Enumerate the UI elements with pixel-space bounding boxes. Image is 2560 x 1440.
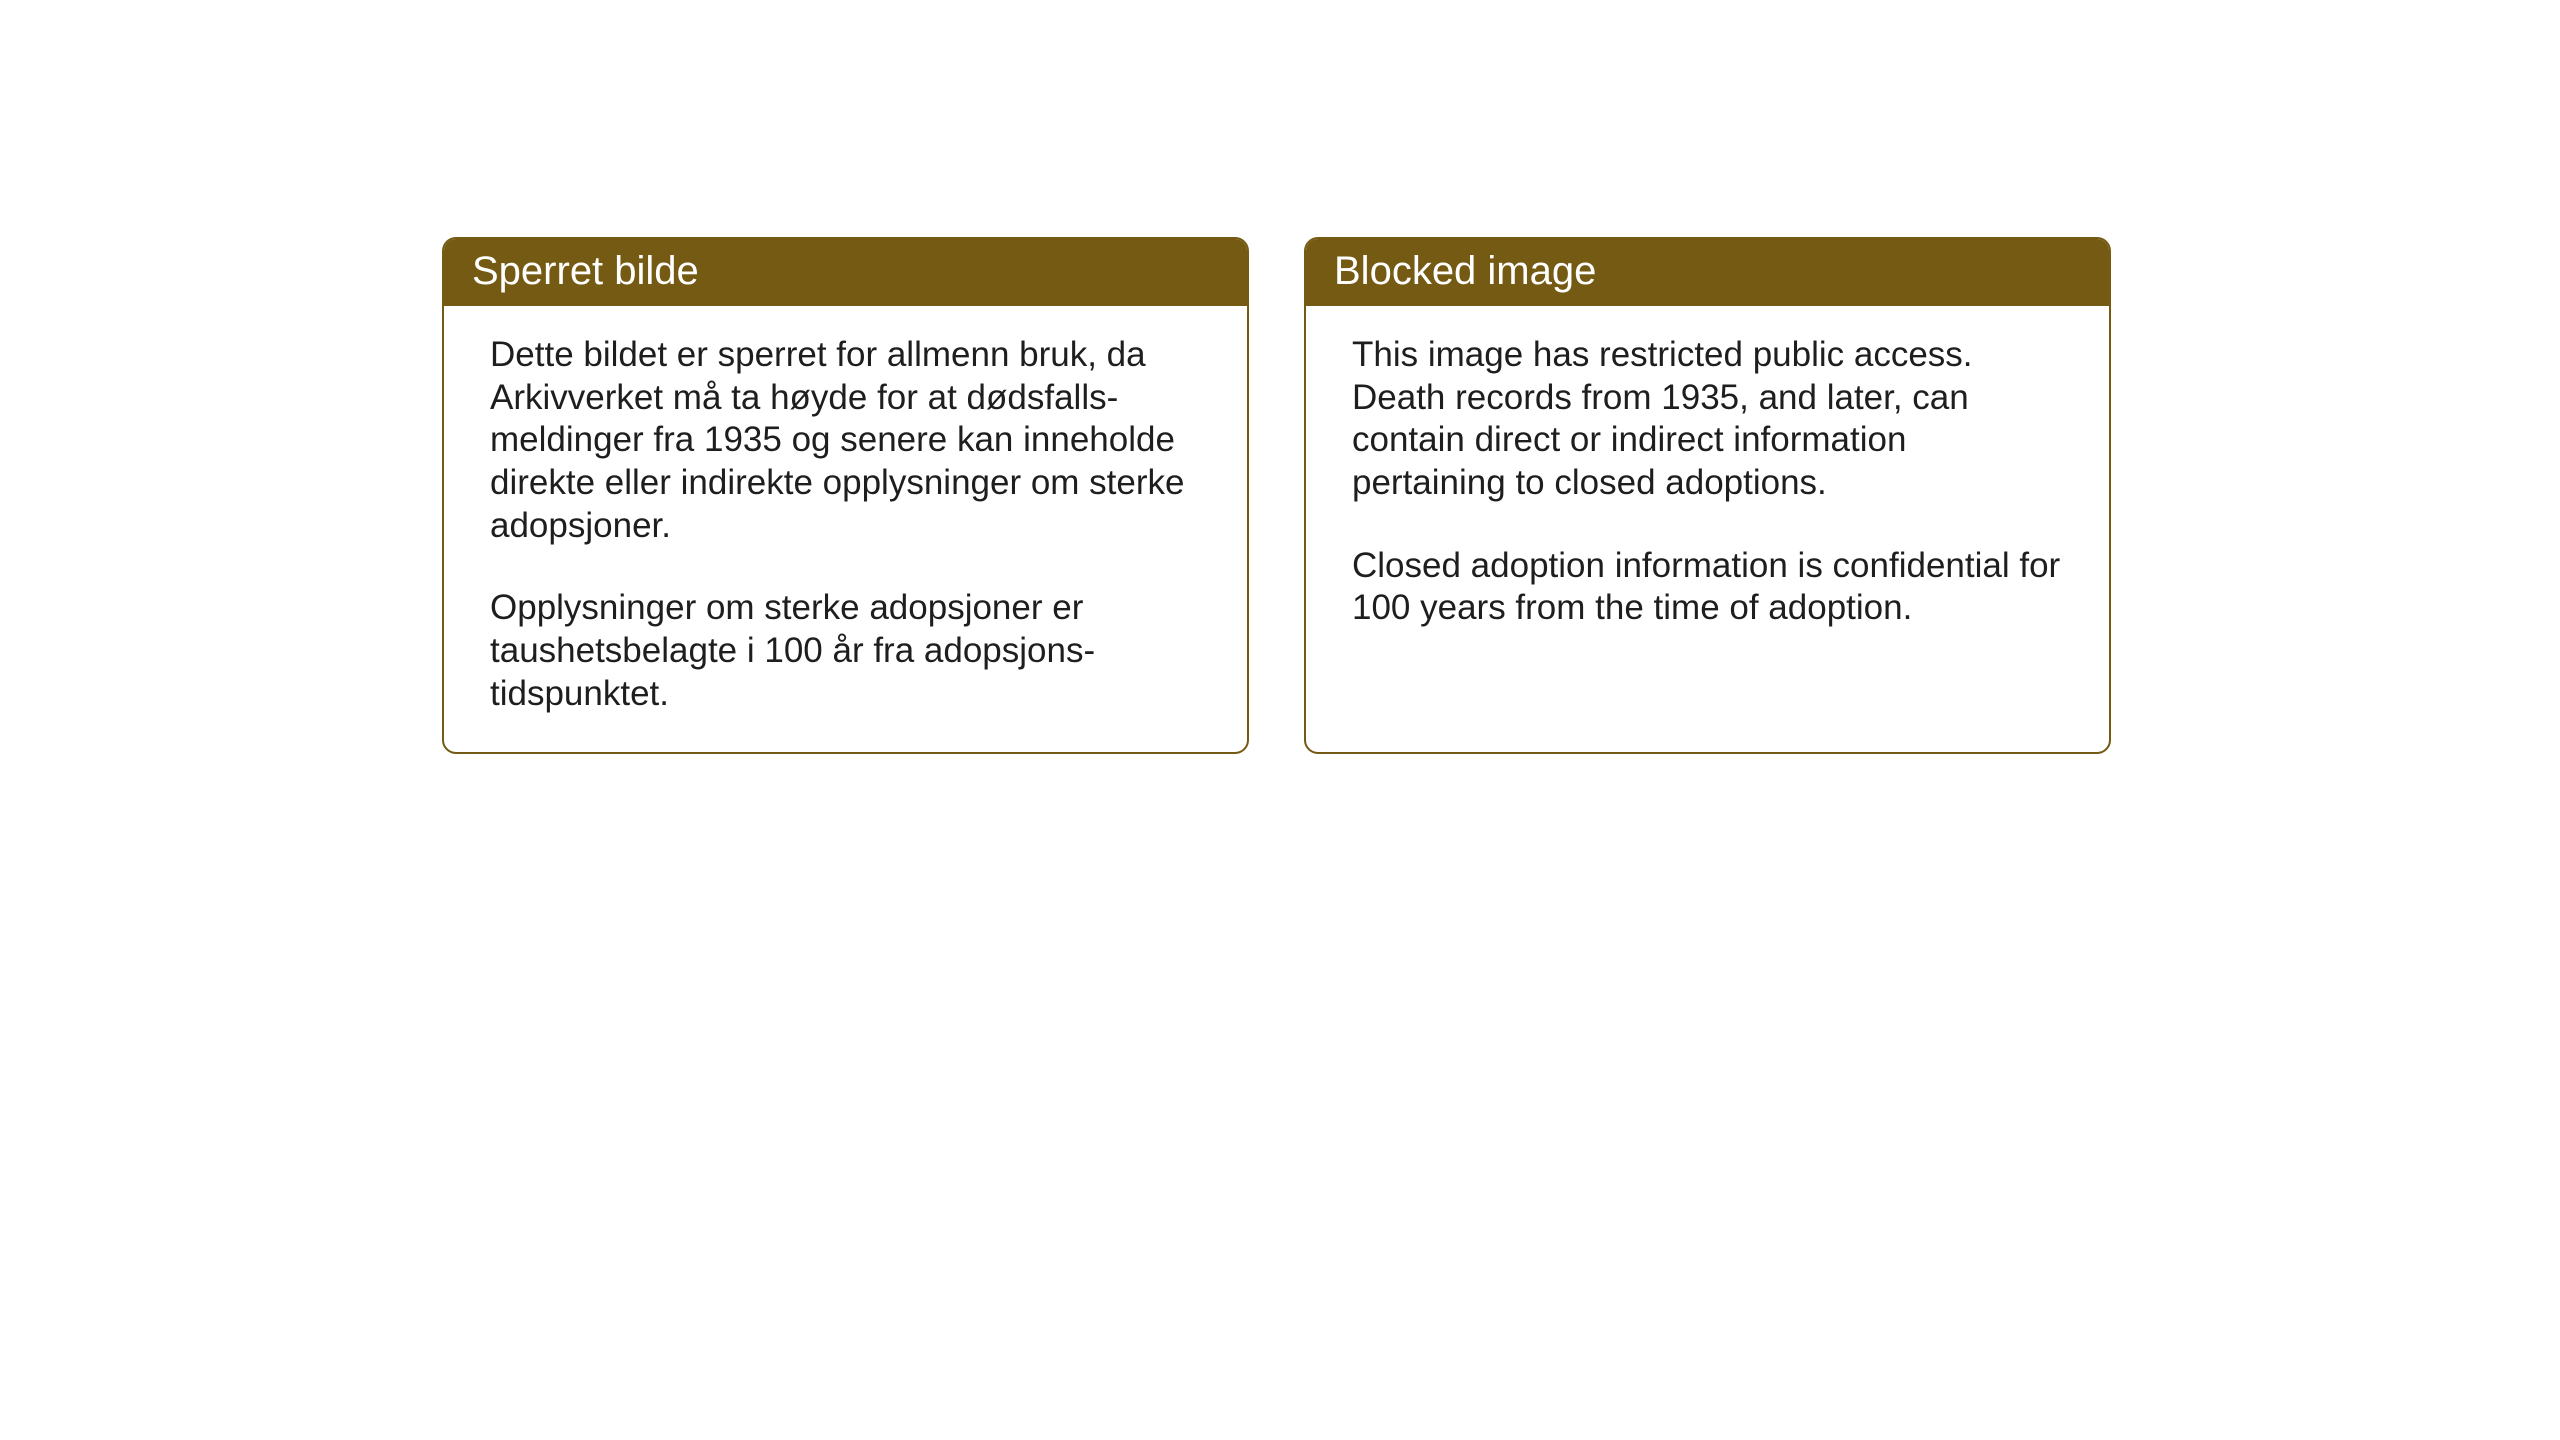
card-english-paragraph-2: Closed adoption information is confident…: [1352, 545, 2063, 630]
cards-container: Sperret bilde Dette bildet er sperret fo…: [442, 237, 2111, 754]
card-norwegian-paragraph-2: Opplysninger om sterke adopsjoner er tau…: [490, 587, 1201, 715]
card-english: Blocked image This image has restricted …: [1304, 237, 2111, 754]
card-english-header: Blocked image: [1306, 239, 2109, 306]
card-english-body: This image has restricted public access.…: [1306, 306, 2109, 752]
card-norwegian: Sperret bilde Dette bildet er sperret fo…: [442, 237, 1249, 754]
card-norwegian-paragraph-1: Dette bildet er sperret for allmenn bruk…: [490, 334, 1201, 547]
card-norwegian-header: Sperret bilde: [444, 239, 1247, 306]
card-norwegian-body: Dette bildet er sperret for allmenn bruk…: [444, 306, 1247, 752]
card-english-paragraph-1: This image has restricted public access.…: [1352, 334, 2063, 505]
